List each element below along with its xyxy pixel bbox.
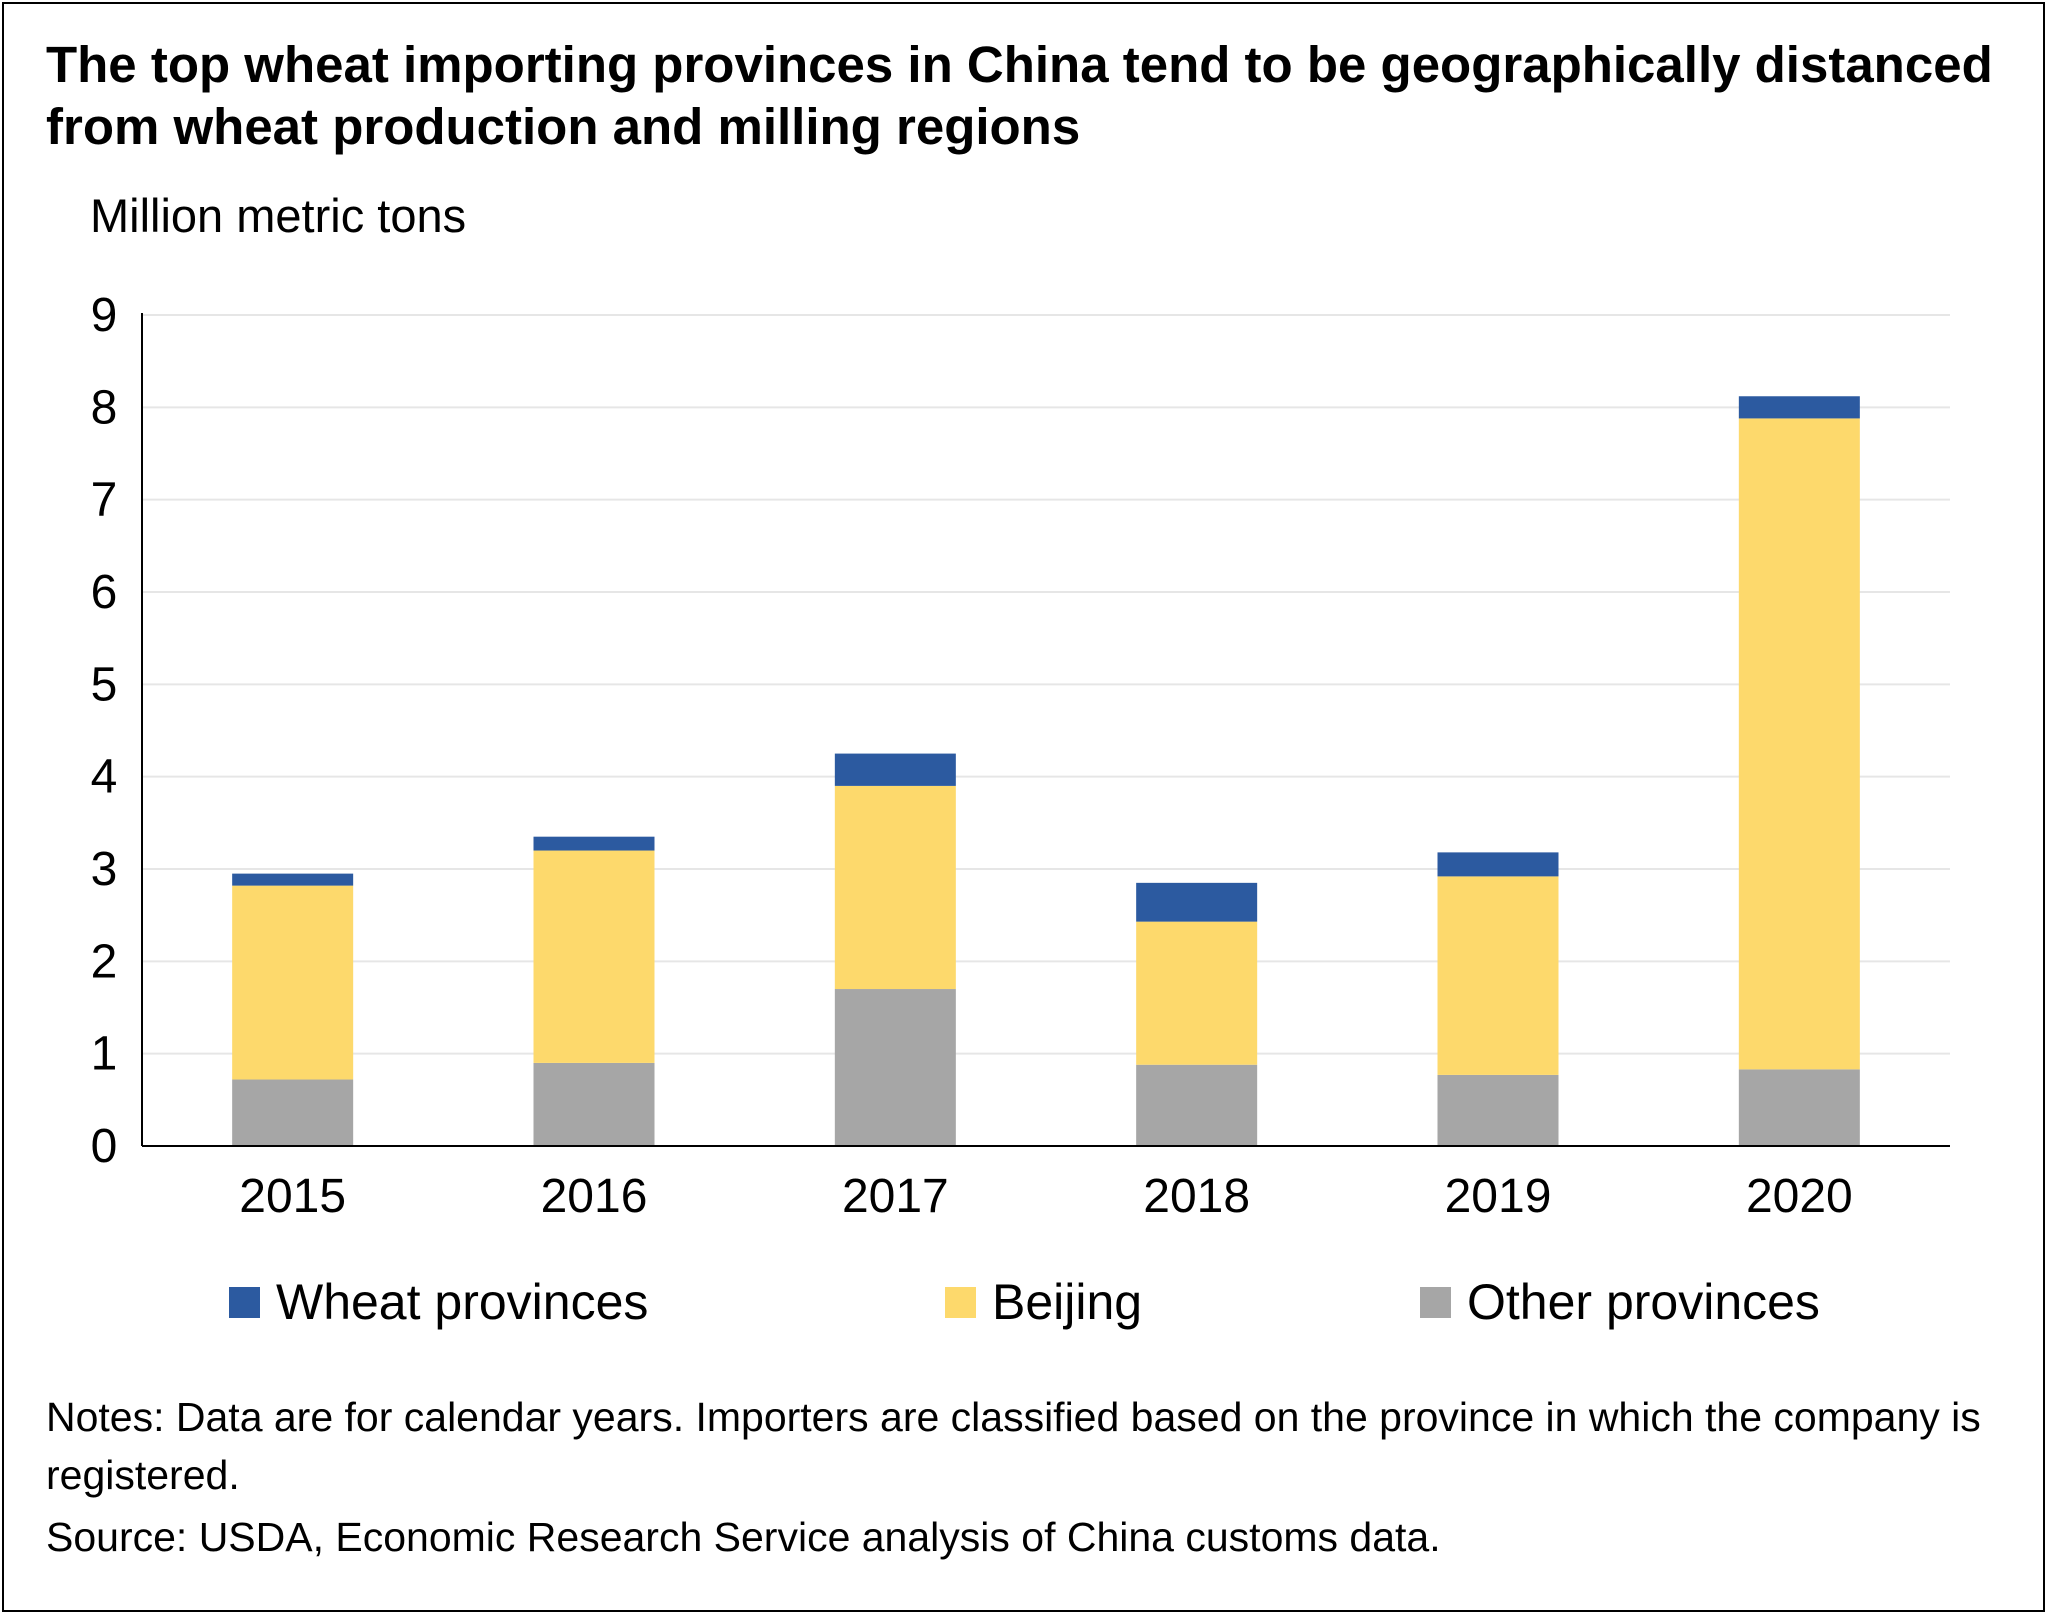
x-tick-label: 2018 <box>1143 1170 1250 1223</box>
x-tick-labels: 2015 2016 2017 2018 2019 2020 <box>239 1170 1852 1223</box>
bar-segment-other-provinces-2016 <box>533 1062 655 1146</box>
x-tick-label: 2019 <box>1445 1170 1552 1223</box>
legend-swatch-wheat-provinces <box>229 1286 260 1318</box>
chart-title: The top wheat importing provinces in Chi… <box>46 36 1993 155</box>
y-tick-label: 1 <box>91 1028 118 1081</box>
legend-item-wheat-provinces: Wheat provinces <box>229 1270 648 1334</box>
bar-segment-other-provinces-2017 <box>834 989 956 1146</box>
bar-segment-other-provinces-2020 <box>1738 1069 1860 1146</box>
bar-segment-beijing-2017 <box>834 785 956 990</box>
legend-label-other-provinces: Other provinces <box>1467 1274 1820 1330</box>
y-tick-label: 3 <box>91 843 118 896</box>
y-tick-label: 9 <box>91 289 118 342</box>
legend-swatch-beijing <box>945 1286 976 1318</box>
bar-segment-beijing-2019 <box>1437 876 1559 1075</box>
legend-item-beijing: Beijing <box>945 1270 1142 1334</box>
x-tick-label: 2015 <box>239 1170 346 1223</box>
y-tick-label: 6 <box>91 566 118 619</box>
y-tick-labels: 0 1 2 3 4 5 6 7 8 9 <box>91 289 118 1173</box>
y-tick-label: 2 <box>91 935 118 988</box>
x-tick-label: 2017 <box>842 1170 949 1223</box>
bar-segment-other-provinces-2018 <box>1136 1064 1258 1146</box>
y-tick-label: 7 <box>91 474 118 527</box>
bar-segment-wheat-provinces-2019 <box>1437 852 1559 877</box>
bar-segment-beijing-2015 <box>232 885 354 1080</box>
bar-segment-beijing-2020 <box>1738 418 1860 1070</box>
y-tick-label: 5 <box>91 658 118 711</box>
bar-segment-other-provinces-2019 <box>1437 1074 1559 1146</box>
y-axis-unit-label: Million metric tons <box>90 189 467 242</box>
x-tick-label: 2020 <box>1746 1170 1853 1223</box>
chart-source: Source: USDA, Economic Research Service … <box>46 1514 1441 1560</box>
y-tick-label: 8 <box>91 381 118 434</box>
x-tick-label: 2016 <box>541 1170 648 1223</box>
bar-segment-beijing-2018 <box>1136 921 1258 1065</box>
bar-segment-beijing-2016 <box>533 850 655 1063</box>
y-tick-label: 0 <box>91 1120 118 1173</box>
y-tick-label: 4 <box>91 751 118 804</box>
bar-segment-wheat-provinces-2015 <box>232 873 354 886</box>
gridlines <box>142 314 1950 1055</box>
axes <box>141 313 1950 1147</box>
legend-item-other-provinces: Other provinces <box>1420 1270 1820 1334</box>
legend-label-wheat-provinces: Wheat provinces <box>276 1274 649 1330</box>
bar-segment-wheat-provinces-2018 <box>1136 882 1258 922</box>
legend-swatch-other-provinces <box>1420 1286 1451 1318</box>
stacked-bars <box>232 396 1860 1146</box>
chart-notes: Notes: Data are for calendar years. Impo… <box>46 1394 1981 1498</box>
bar-segment-wheat-provinces-2020 <box>1738 396 1860 419</box>
bar-segment-wheat-provinces-2016 <box>533 836 655 851</box>
bar-segment-wheat-provinces-2017 <box>834 753 956 786</box>
legend-label-beijing: Beijing <box>992 1274 1143 1330</box>
bar-segment-other-provinces-2015 <box>232 1079 354 1146</box>
